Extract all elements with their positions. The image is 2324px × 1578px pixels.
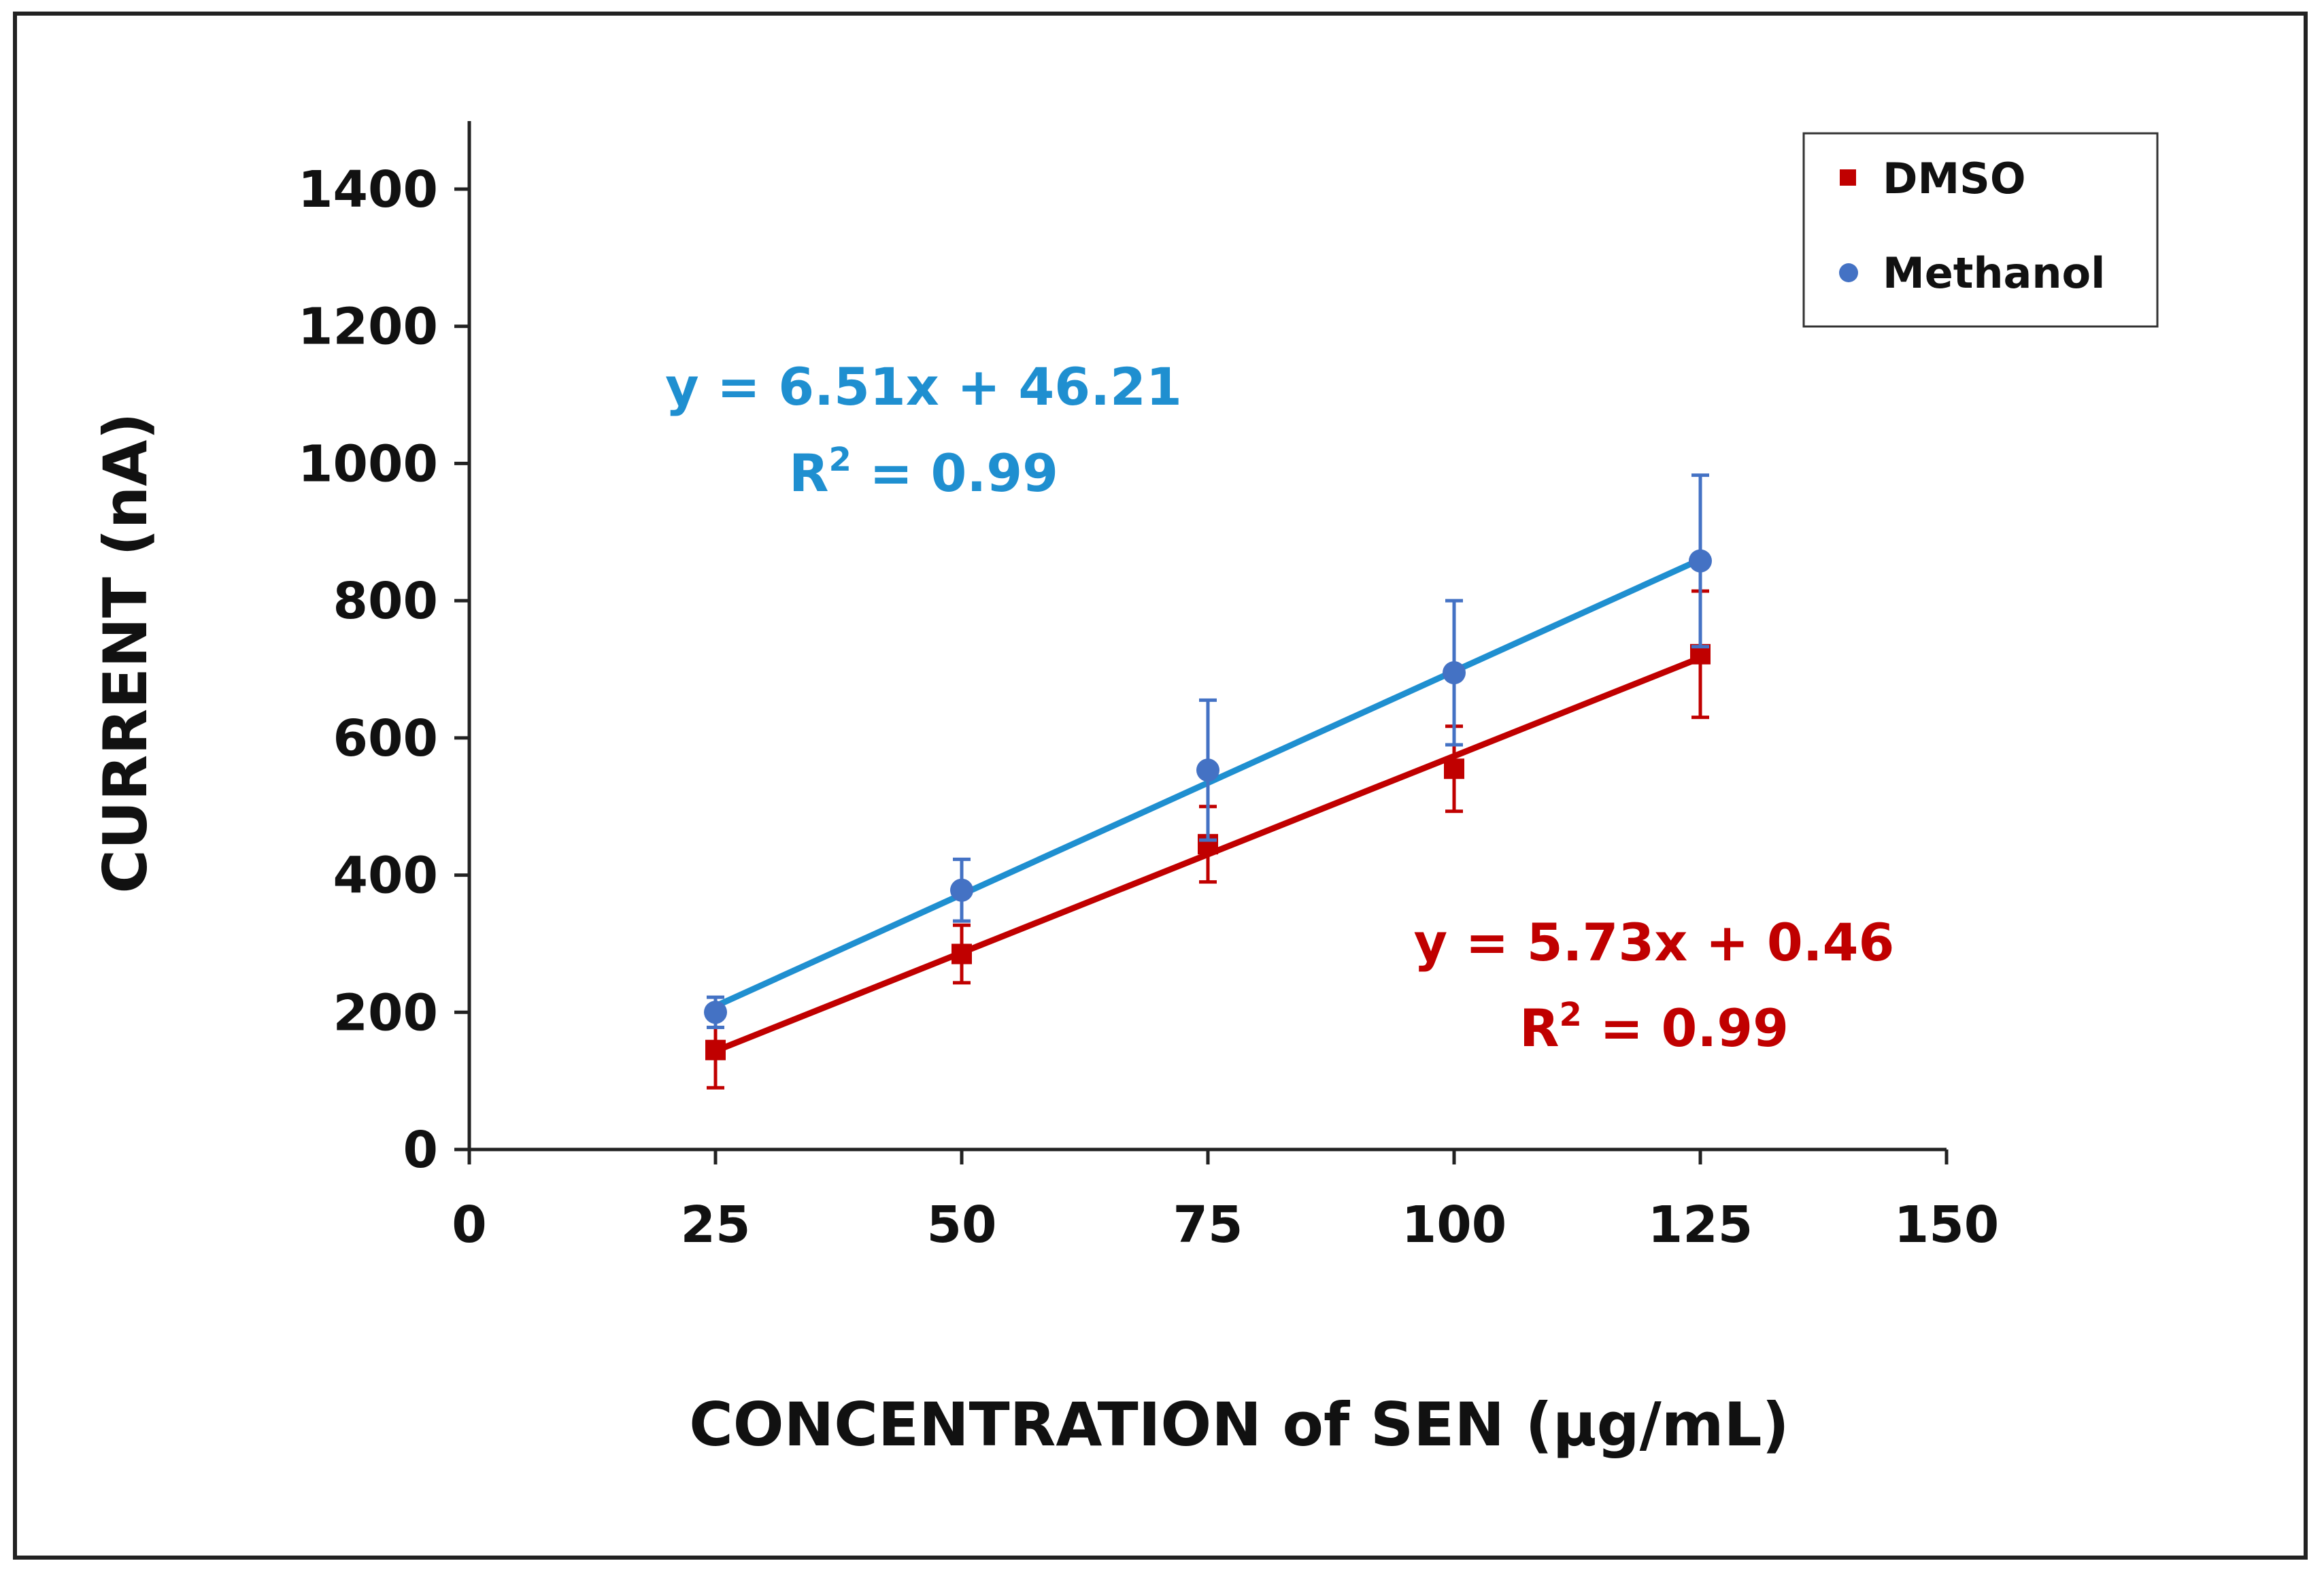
y-tick-label-600: 600	[333, 709, 438, 768]
dmso-r2: R2 = 0.99	[1519, 996, 1789, 1058]
y-ticks: 0 200 400 600 800 1000 1200 1400	[298, 161, 469, 1179]
x-tick-label-75: 75	[1173, 1196, 1243, 1254]
dmso-equation: y = 5.73x + 0.46	[1414, 912, 1895, 973]
legend-methanol-label: Methanol	[1883, 248, 2105, 298]
legend: DMSO Methanol	[1802, 132, 2159, 328]
x-tick-label-125: 125	[1648, 1196, 1753, 1254]
y-tick-label-200: 200	[333, 984, 438, 1042]
y-tick-label-0: 0	[403, 1121, 439, 1179]
y-tick-label-800: 800	[333, 572, 438, 631]
methanol-r2-prefix: R	[789, 443, 829, 503]
x-tick-label-25: 25	[681, 1196, 751, 1254]
axes: 0 200 400 600 800 1000 1200 1400 0 25 50 75 100 125 1…	[298, 121, 1999, 1254]
methanol-point	[950, 878, 973, 902]
methanol-point	[1443, 661, 1466, 685]
methanol-point	[704, 1001, 727, 1024]
x-tick-label-50: 50	[927, 1196, 997, 1254]
y-tick-label-400: 400	[333, 847, 438, 905]
methanol-equation: y = 6.51x + 46.21	[665, 356, 1182, 417]
y-tick-label-1200: 1200	[298, 298, 438, 356]
dmso-point	[705, 1039, 726, 1060]
dmso-r2-prefix: R	[1519, 998, 1560, 1058]
series-methanol	[704, 473, 1712, 1029]
x-tick-label-0: 0	[452, 1196, 487, 1254]
methanol-point	[1196, 758, 1219, 782]
series-layer	[704, 473, 1712, 1090]
dmso-r2-value: = 0.99	[1582, 998, 1789, 1058]
dmso-point	[1444, 758, 1464, 779]
x-tick-label-150: 150	[1894, 1196, 1999, 1254]
x-ticks: 0 25 50 75 100 125 150	[452, 1149, 1999, 1254]
methanol-r2: R2 = 0.99	[789, 441, 1058, 503]
methanol-point	[1689, 549, 1712, 573]
methanol-r2-value: = 0.99	[852, 443, 1058, 503]
y-axis-title: CURRENT (nA)	[90, 412, 161, 893]
legend-dmso-marker	[1840, 169, 1856, 186]
methanol-r2-sup: 2	[829, 441, 852, 479]
legend-box	[1802, 132, 2159, 328]
y-tick-label-1000: 1000	[298, 435, 438, 493]
y-tick-label-1400: 1400	[298, 161, 438, 219]
legend-dmso-label: DMSO	[1883, 154, 2026, 203]
dmso-point	[952, 943, 972, 964]
legend-methanol-marker	[1839, 263, 1858, 282]
x-tick-label-100: 100	[1402, 1196, 1506, 1254]
x-axis-title: CONCENTRATION of SEN (µg/mL)	[689, 1390, 1789, 1460]
dmso-r2-sup: 2	[1560, 996, 1582, 1034]
